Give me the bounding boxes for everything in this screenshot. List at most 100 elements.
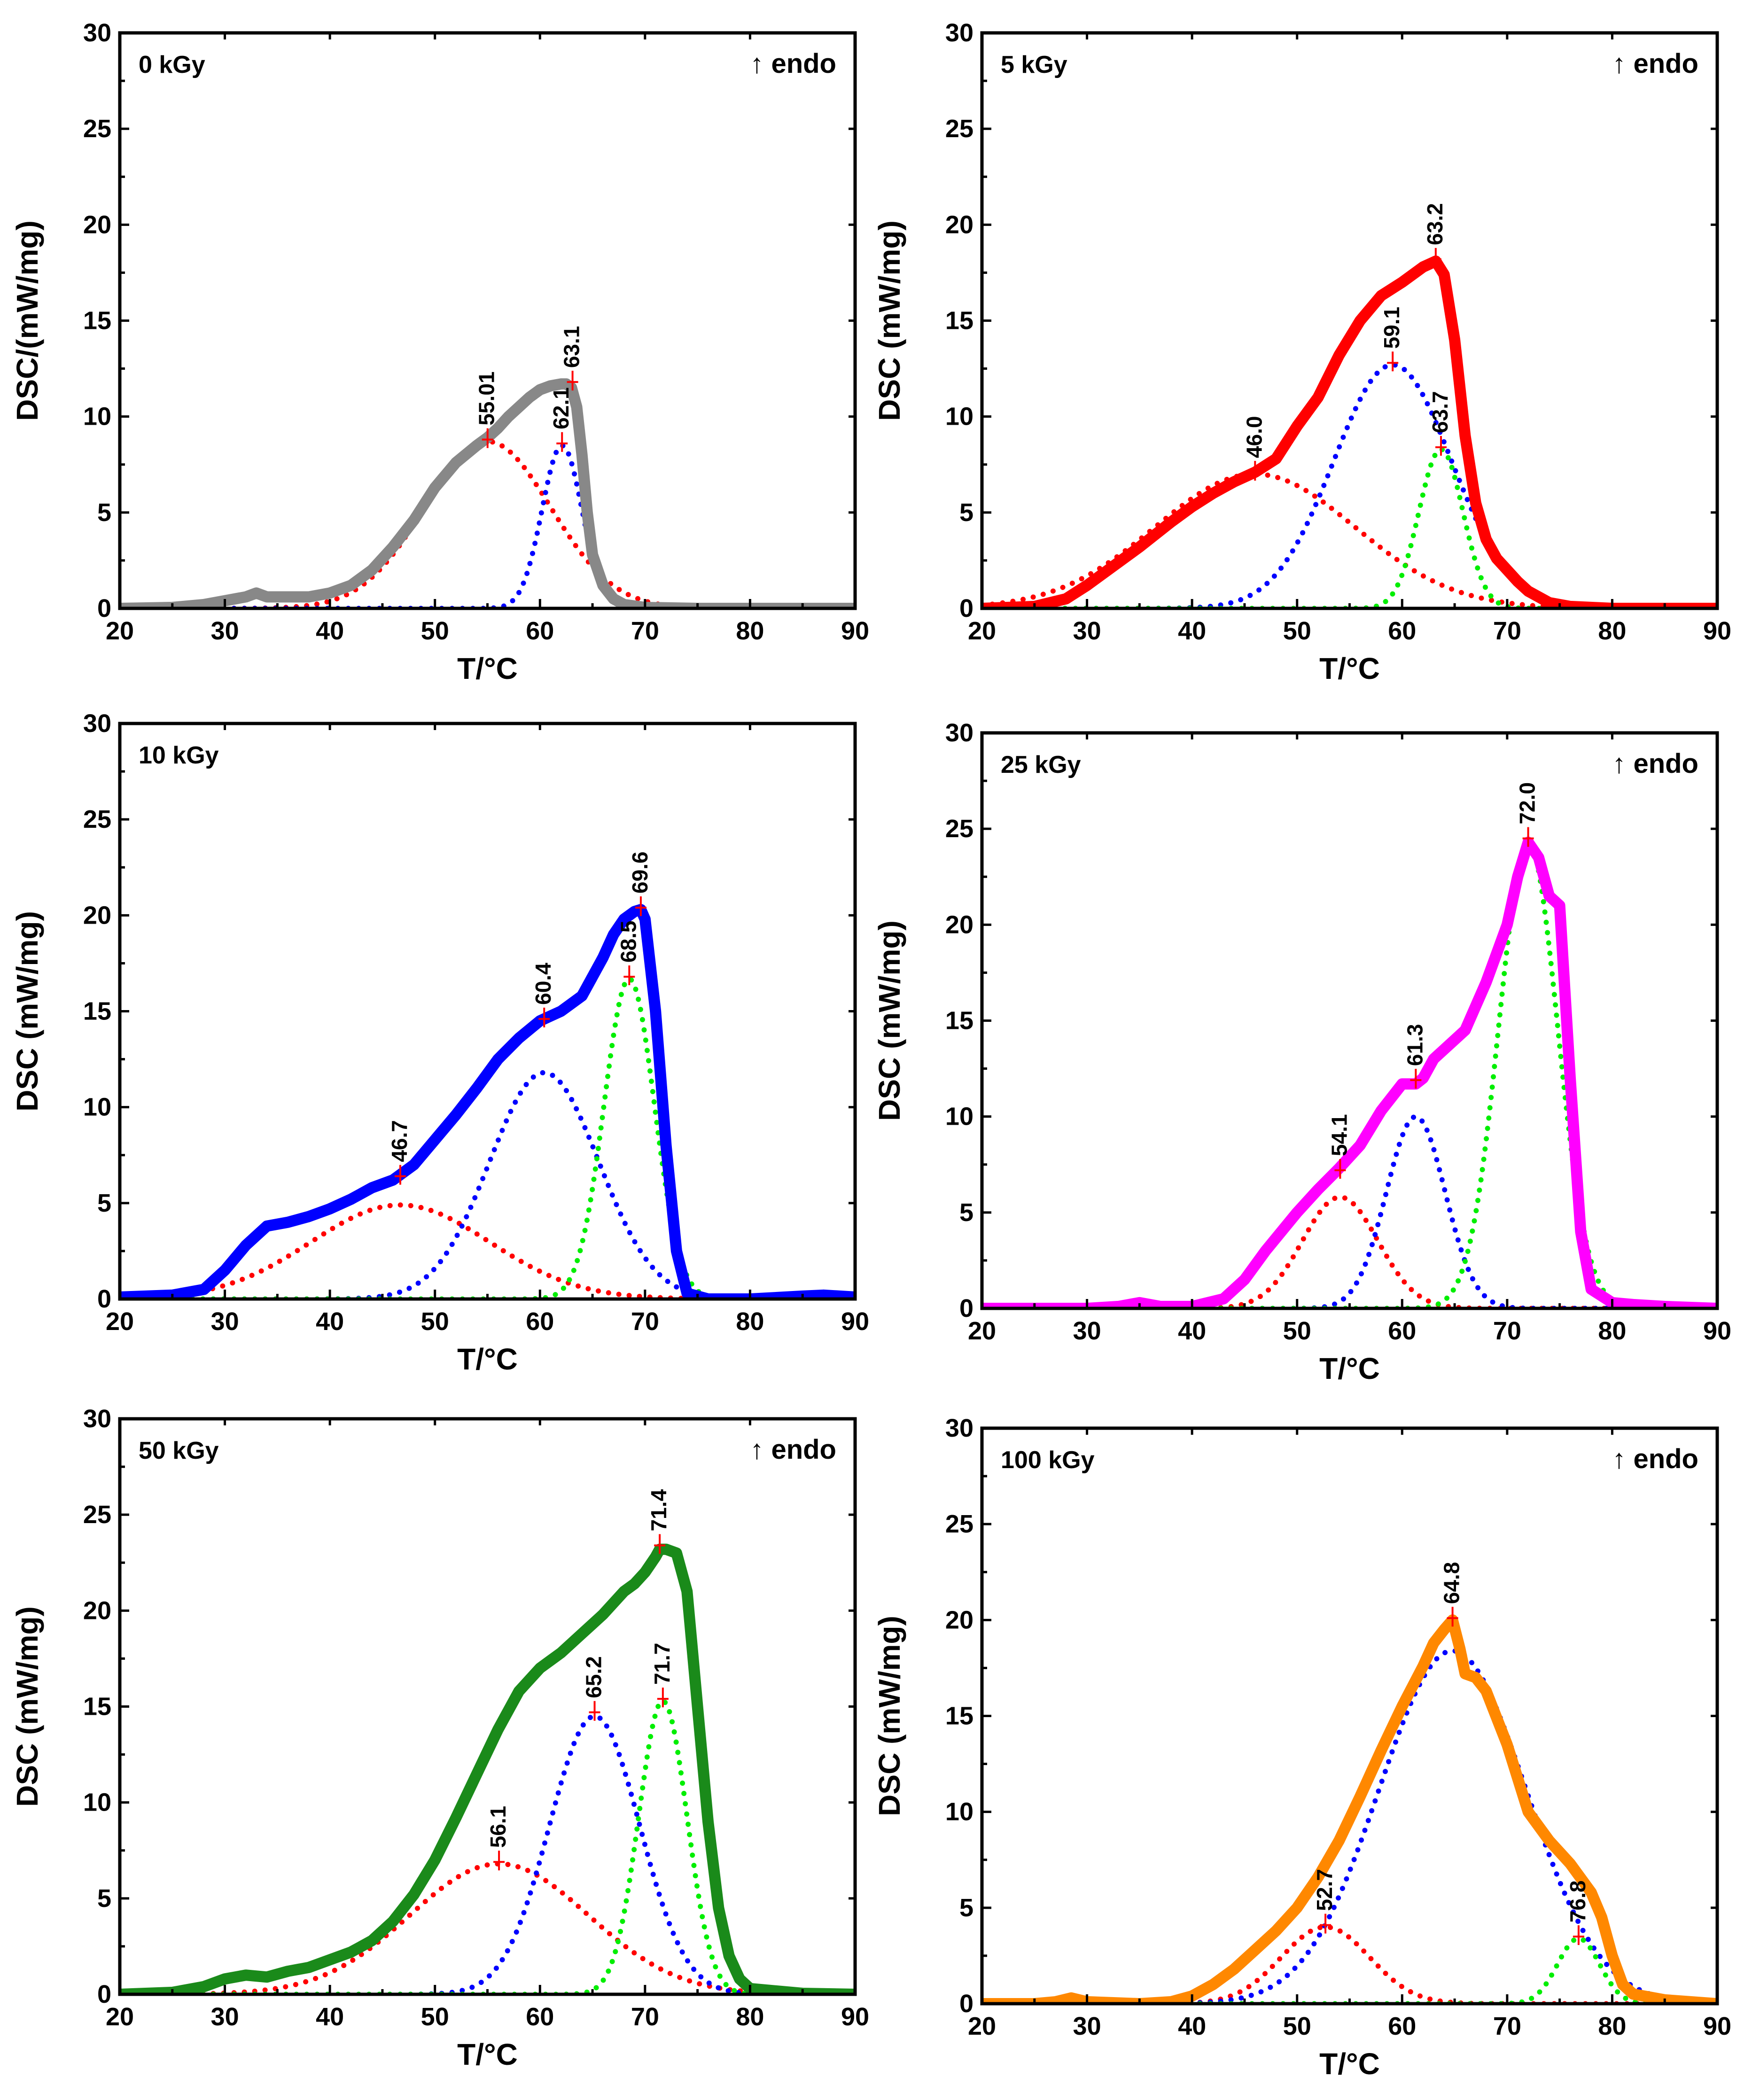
y-tick-label: 30 [945,1414,973,1442]
x-axis-title: T/°C [457,2038,518,2071]
y-tick-label: 30 [945,19,973,47]
y-axis-title: DSC (mW/mg) [872,920,906,1121]
y-tick-label: 15 [945,307,973,335]
y-tick-label: 0 [959,1294,973,1322]
x-tick-label: 50 [1283,617,1311,645]
y-tick-label: 10 [83,1093,111,1121]
plot-frame [118,722,857,1301]
x-tick-label: 20 [106,1307,134,1336]
x-tick-label: 70 [1493,2012,1521,2040]
y-tick-label: 0 [97,594,111,622]
component-fit-2 [120,1070,855,1299]
y-tick-label: 5 [97,1884,111,1913]
y-tick-label: 20 [945,210,973,239]
y-tick-label: 25 [83,115,111,143]
y-tick-label: 5 [959,1198,973,1227]
y-tick-label: 10 [945,403,973,431]
y-tick-label: 15 [945,1702,973,1730]
x-tick-label: 70 [631,2003,659,2031]
chart-panel-4: 20 30 40 50 60 70 80 90 0 5 10 15 20 25 30 T/°C DSC (mW/… [872,719,1731,1385]
y-axis-title: DSC (mW/mg) [872,220,906,421]
x-tick-label: 90 [1703,1317,1731,1345]
y-tick-label: 25 [83,805,111,833]
x-tick-label: 50 [421,1307,449,1336]
y-tick-label: 20 [83,210,111,239]
y-tick-label: 30 [83,1405,111,1433]
x-tick-label: 90 [841,617,869,645]
x-tick-label: 70 [631,617,659,645]
peak-temperature-label: 61.3 [1402,1024,1427,1066]
x-tick-label: 40 [1178,617,1206,645]
endo-direction-label: ↑ endo [750,48,836,79]
x-tick-label: 20 [968,1317,996,1345]
component-fit-2 [982,1114,1717,1308]
y-axis-title: DSC (mW/mg) [872,1616,906,1816]
measured-curve [120,904,855,1299]
x-tick-label: 60 [526,617,554,645]
x-axis-title: T/°C [457,1342,518,1376]
x-tick-label: 90 [1703,2012,1731,2040]
component-fit-3 [982,1936,1717,2004]
x-tick-label: 80 [1598,2012,1626,2040]
dose-label: 100 kGy [1001,1447,1095,1474]
peak-temperature-label: 46.0 [1242,416,1266,459]
peak-temperature-label: 46.7 [387,1120,412,1162]
x-tick-label: 60 [1388,617,1416,645]
measured-curve [982,255,1717,608]
peak-temperature-label: 62.1 [549,387,573,429]
y-tick-label: 20 [83,1596,111,1625]
y-tick-label: 20 [83,901,111,929]
peak-temperature-label: 55.01 [475,372,499,426]
x-tick-label: 20 [968,2012,996,2040]
x-tick-label: 70 [631,1307,659,1336]
measured-curve [120,1543,855,1994]
endo-direction-label: ↑ endo [1612,48,1698,79]
x-tick-label: 30 [211,617,239,645]
y-tick-label: 15 [945,1007,973,1035]
x-axis-title: T/°C [1319,652,1380,685]
endo-direction-label: ↑ endo [750,1434,836,1465]
peak-temperature-label: 68.5 [616,920,640,963]
x-axis-title: T/°C [1319,2047,1380,2081]
x-tick-label: 60 [1388,1317,1416,1345]
x-tick-label: 20 [106,2003,134,2031]
peak-temperature-label: 65.2 [582,1656,606,1698]
x-tick-label: 70 [1493,1317,1521,1345]
x-tick-label: 30 [1073,617,1101,645]
peak-temperature-label: 71.4 [646,1489,671,1532]
x-tick-label: 40 [316,1307,344,1336]
x-tick-label: 50 [421,617,449,645]
y-tick-label: 25 [945,815,973,843]
y-tick-label: 10 [945,1798,973,1826]
peak-temperature-label: 63.2 [1423,203,1447,245]
y-tick-label: 0 [97,1980,111,2008]
y-tick-label: 30 [945,719,973,747]
y-tick-label: 5 [97,1189,111,1217]
component-fit-3 [120,1698,855,1994]
y-tick-label: 20 [945,1606,973,1634]
measured-curve [982,1614,1717,2004]
peak-temperature-label: 64.8 [1440,1562,1464,1604]
x-tick-label: 60 [526,2003,554,2031]
peak-temperature-label: 71.7 [650,1643,674,1685]
component-fit-2 [120,443,855,608]
y-axis-title: DSC (mW/mg) [10,1606,44,1807]
y-tick-label: 25 [945,1510,973,1538]
y-tick-label: 15 [83,997,111,1026]
component-fit-2 [982,1648,1717,2004]
x-tick-label: 30 [1073,1317,1101,1345]
chart-panel-5: 20 30 40 50 60 70 80 90 0 5 10 15 20 25 30 T/°C DSC (mW/… [10,1405,869,2071]
x-tick-label: 90 [841,2003,869,2031]
x-tick-label: 20 [968,617,996,645]
x-tick-label: 80 [1598,617,1626,645]
y-tick-label: 0 [959,1990,973,2018]
y-tick-label: 15 [83,1693,111,1721]
peak-temperature-label: 63.1 [560,326,584,368]
x-tick-label: 60 [526,1307,554,1336]
x-tick-label: 40 [1178,2012,1206,2040]
dose-label: 5 kGy [1001,51,1067,78]
chart-panel-1: 20 30 40 50 60 70 80 90 0 5 10 15 20 25 30 T/°C DSC/(mW/… [10,19,869,685]
x-tick-label: 50 [1283,1317,1311,1345]
peak-temperature-label: 59.1 [1379,307,1404,349]
chart-panel-6: 20 30 40 50 60 70 80 90 0 5 10 15 20 25 30 T/°C DSC (mW/… [872,1414,1731,2081]
